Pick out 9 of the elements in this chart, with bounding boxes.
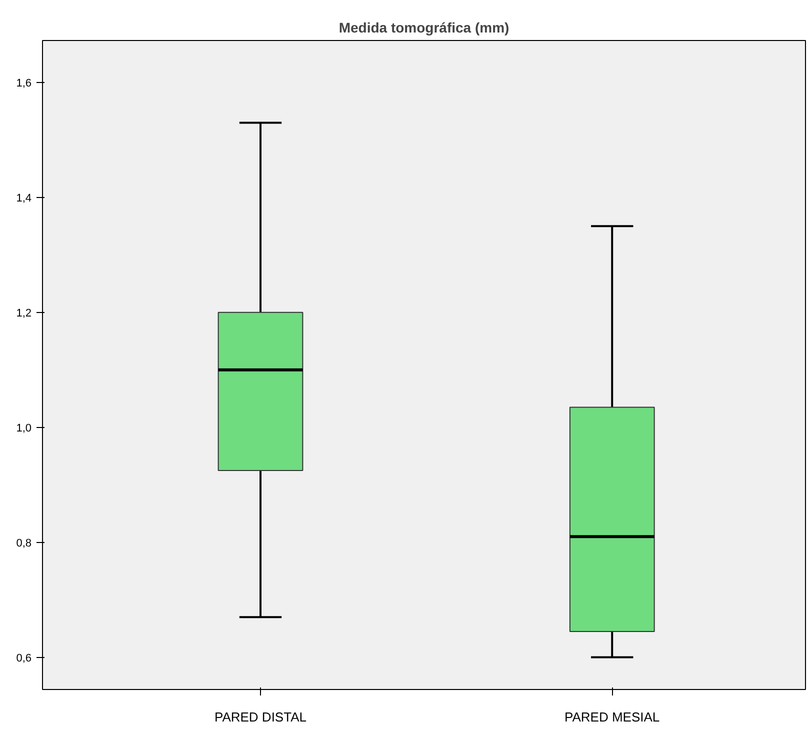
x-tick-label: PARED DISTAL: [214, 710, 306, 724]
y-tick-label: 0,8: [16, 537, 32, 550]
y-tick-label: 1,6: [16, 77, 32, 90]
y-tick-label: 1,2: [16, 307, 32, 320]
y-tick-label: 0,6: [16, 652, 32, 664]
y-tick-label: 1,0: [16, 422, 32, 434]
chart-title: Medida tomográfica (mm): [338, 20, 510, 36]
x-tick-label: PARED MESIAL: [564, 710, 660, 724]
y-tick-label: 1,4: [16, 192, 32, 204]
